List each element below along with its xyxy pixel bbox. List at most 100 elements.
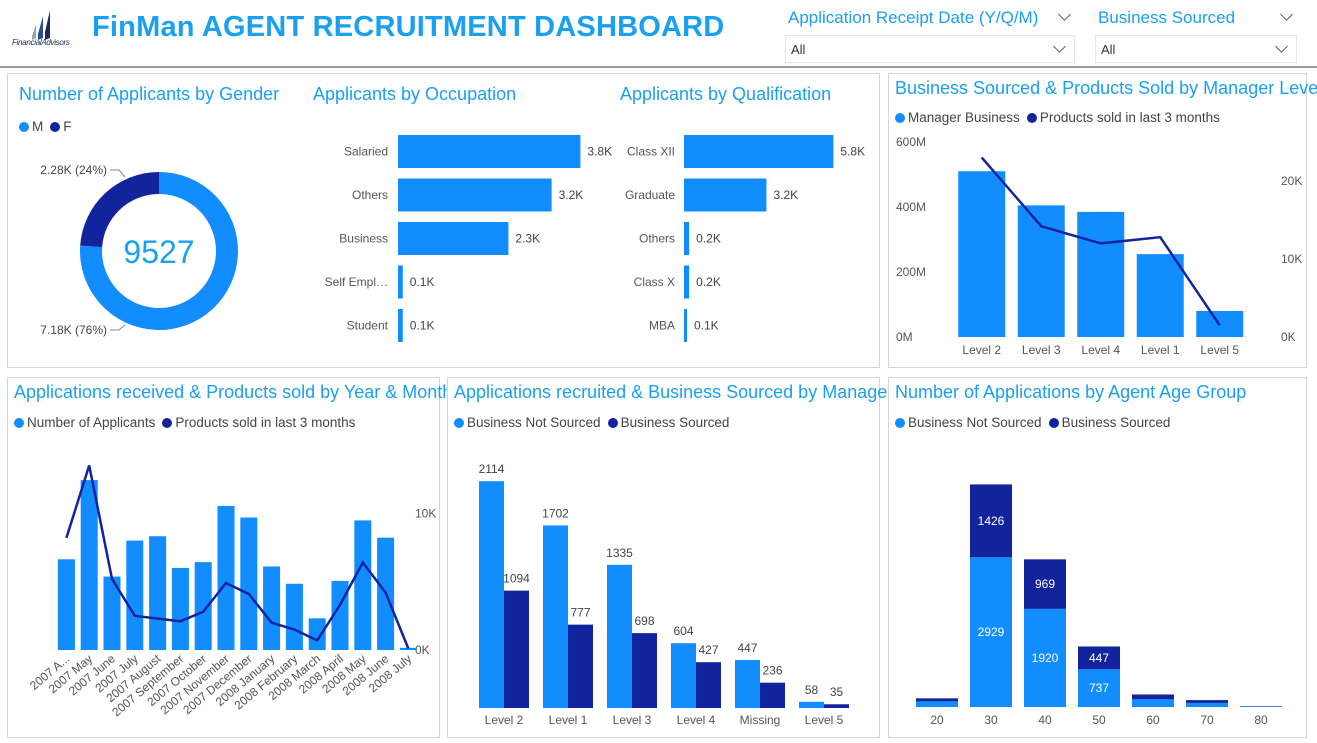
slicer-business-label: Business Sourced: [1098, 8, 1236, 27]
bar-2008-july: [399, 647, 417, 650]
chevron-down-icon[interactable]: [1280, 8, 1293, 21]
data-label-sourced-level-2: 1094: [503, 572, 530, 586]
bar-level-1: [1136, 254, 1184, 337]
y-right-tick-label: 10K: [1281, 252, 1302, 266]
recruited-chart-title: Applications recruited & Business Source…: [454, 382, 903, 402]
category-label-class-x: Class X: [634, 275, 675, 289]
category-label-salaried: Salaried: [344, 145, 388, 159]
x-tick-label-level-2: Level 2: [485, 713, 524, 727]
x-tick-label-80: 80: [1254, 713, 1268, 727]
page-title: FinMan AGENT RECRUITMENT DASHBOARD: [92, 11, 725, 43]
age-group-chart-title: Number of Applications by Agent Age Grou…: [895, 382, 1247, 402]
y-right-tick-label: 20K: [1281, 174, 1302, 188]
bar-level-2: [958, 171, 1006, 337]
y-right-tick-label: 0K: [1281, 330, 1296, 344]
bar-not-sourced-70: [1186, 702, 1228, 707]
x-tick-label-60: 60: [1146, 713, 1160, 727]
chevron-down-icon: [1275, 40, 1288, 53]
bar-2007-may: [80, 480, 98, 650]
legend-item-f[interactable]: F: [50, 119, 72, 134]
year-month-chart-title: Applications received & Products sold by…: [14, 382, 453, 402]
legend-item-applicants[interactable]: Number of Applicants: [14, 415, 155, 430]
panel-recruited-managers: Applications recruited & Business Source…: [447, 377, 902, 738]
data-label-sourced-30: 1426: [978, 514, 1005, 528]
label-leader-line: [110, 169, 126, 178]
data-label-self-empl: 0.1K: [410, 275, 435, 289]
y-right-tick-label: 10K: [415, 506, 436, 520]
bar-sourced-level-3: [632, 633, 657, 708]
data-label-f: 2.28K (24%): [40, 163, 107, 177]
year-month-legend: Number of Applicants Products sold in la…: [14, 415, 362, 430]
data-label-not-sourced-level-3: 1335: [606, 546, 633, 560]
data-label-others: 0.2K: [696, 232, 721, 246]
legend-item-products-sold[interactable]: Products sold in last 3 months: [1026, 110, 1220, 125]
y-left-tick-label: 0M: [896, 330, 913, 344]
manager-levels-chart-title: Business Sourced & Products Sold by Mana…: [895, 78, 1317, 98]
bar-level-4: [1077, 211, 1125, 337]
bar-2008-february: [285, 583, 303, 650]
x-tick-label-level-3: Level 3: [613, 713, 652, 727]
logo-bars-icon: [32, 10, 50, 40]
x-tick-label-missing: Missing: [740, 713, 781, 727]
dashboard-header: FinancialAdvisors FinMan AGENT RECRUITME…: [0, 0, 1317, 66]
bar-2008-january: [263, 566, 281, 650]
bar-2008-may: [354, 520, 372, 650]
bar-2007-september: [171, 567, 189, 650]
x-tick-label-20: 20: [930, 713, 944, 727]
bar-2007-august: [149, 536, 167, 650]
bar-not-sourced-missing: [735, 660, 760, 708]
slicer-date-dropdown[interactable]: All: [785, 35, 1075, 63]
logo-text: FinancialAdvisors: [12, 38, 70, 47]
bar-sourced-30: [970, 484, 1012, 558]
legend-item-products-sold[interactable]: Products sold in last 3 months: [162, 415, 355, 430]
data-label-sourced-40: 969: [1035, 577, 1055, 591]
bar-2007-a: [57, 559, 75, 650]
gender-chart-title: Number of Applicants by Gender: [19, 84, 280, 104]
recruited-legend: Business Not Sourced Business Sourced: [454, 415, 736, 430]
chevron-down-icon[interactable]: [1058, 8, 1071, 21]
bar-sourced-60: [1132, 694, 1174, 700]
data-label-not-sourced-level-5: 58: [805, 683, 819, 697]
category-label-mba: MBA: [649, 319, 675, 333]
x-tick-label-level-1: Level 1: [549, 713, 588, 727]
legend-item-sourced[interactable]: Business Sourced: [1048, 415, 1170, 430]
x-tick-label-level-2: Level 2: [962, 343, 1001, 357]
legend-item-not-sourced[interactable]: Business Not Sourced: [895, 415, 1042, 430]
panel-year-month: Applications received & Products sold by…: [7, 377, 452, 738]
bar-others: [684, 222, 690, 255]
overview-charts-svg: 9527 2.28K (24%) 7.18K (76%) Salaried 3.8K O…: [40, 135, 865, 342]
data-label-not-sourced-level-2: 2114: [479, 462, 505, 476]
slicer-business-dropdown[interactable]: All: [1095, 35, 1297, 63]
x-tick-label-level-4: Level 4: [1081, 343, 1120, 357]
x-tick-label-40: 40: [1038, 713, 1052, 727]
donut-slice-f: [80, 172, 159, 248]
data-label-not-sourced-40: 1920: [1032, 651, 1059, 665]
bar-not-sourced-30: [970, 557, 1012, 707]
bar-sourced-level-2: [504, 590, 529, 708]
bar-self-empl: [398, 265, 403, 299]
manager-levels-legend: Manager Business Products sold in last 3…: [895, 110, 1227, 125]
legend-item-sourced[interactable]: Business Sourced: [607, 415, 729, 430]
header-divider: [0, 66, 1317, 68]
donut-center-total: 9527: [123, 234, 194, 270]
occupation-chart-title: Applicants by Occupation: [313, 84, 517, 104]
bar-class-xii: [684, 135, 834, 168]
category-label-self-empl: Self Empl…: [325, 275, 388, 289]
bar-sourced-level-4: [696, 662, 721, 708]
bar-not-sourced-20: [916, 701, 958, 707]
legend-item-not-sourced[interactable]: Business Not Sourced: [454, 415, 601, 430]
bar-not-sourced-level-4: [671, 643, 696, 708]
bar-sourced-missing: [760, 682, 785, 708]
bar-sourced-20: [916, 698, 958, 702]
bar-student: [398, 309, 403, 342]
legend-item-m[interactable]: M: [19, 119, 43, 134]
bar-mba: [684, 309, 687, 342]
panel-applicants-overview: Number of Applicants by Gender M F Appli…: [7, 73, 880, 368]
y-right-tick-label: 0K: [415, 643, 430, 657]
category-label-others: Others: [352, 188, 388, 202]
data-label-sourced-level-4: 427: [698, 643, 718, 657]
legend-item-manager-business[interactable]: Manager Business: [895, 110, 1020, 125]
x-tick-label-level-5: Level 5: [1200, 343, 1239, 357]
bar-not-sourced-40: [1024, 608, 1066, 707]
